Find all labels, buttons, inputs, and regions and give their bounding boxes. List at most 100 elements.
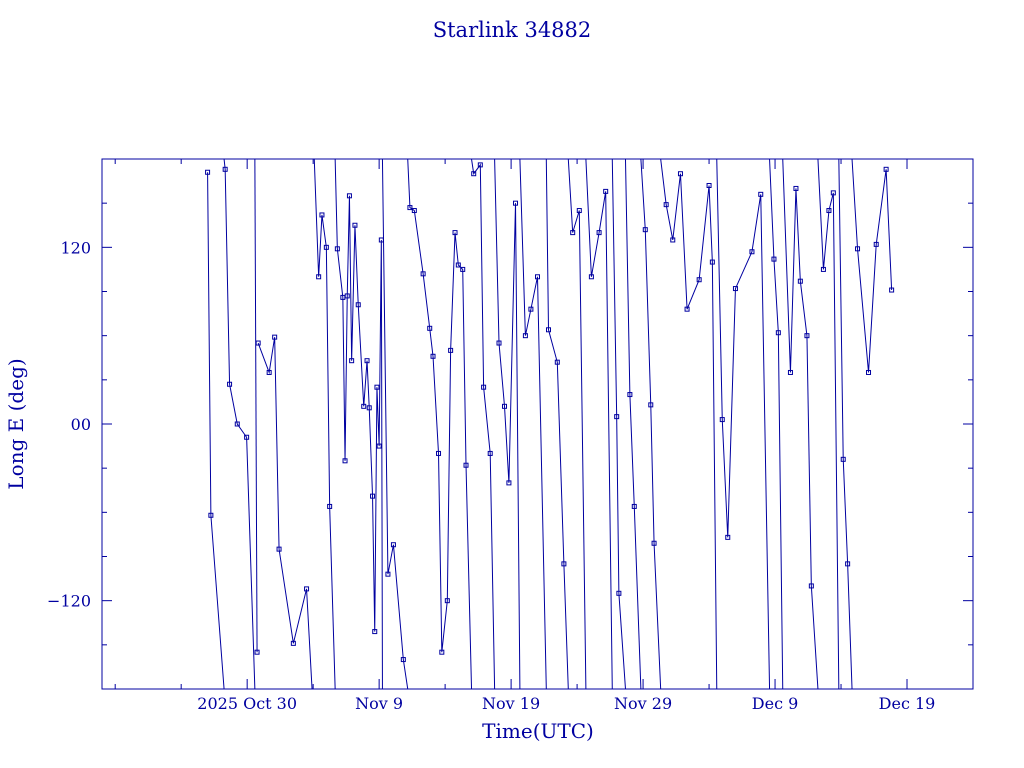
data-point bbox=[570, 230, 576, 236]
data-point bbox=[227, 381, 233, 387]
data-point bbox=[460, 266, 466, 272]
data-point bbox=[588, 274, 594, 280]
series-line-16 bbox=[640, 159, 662, 689]
data-point bbox=[603, 188, 609, 194]
series-line-23 bbox=[851, 159, 893, 373]
data-point bbox=[481, 384, 487, 390]
data-point bbox=[546, 327, 551, 333]
data-point bbox=[346, 193, 352, 199]
data-point bbox=[420, 271, 426, 277]
series-line-12 bbox=[567, 159, 587, 689]
data-point bbox=[554, 359, 560, 365]
data-point bbox=[255, 340, 261, 346]
data-point bbox=[651, 540, 657, 546]
data-point bbox=[561, 561, 567, 567]
data-point bbox=[855, 246, 861, 252]
data-point bbox=[808, 583, 814, 589]
data-point bbox=[234, 421, 240, 427]
data-point bbox=[376, 443, 382, 449]
series-line-11 bbox=[545, 159, 569, 689]
series-line-4 bbox=[313, 159, 336, 689]
data-point bbox=[576, 208, 582, 214]
data-point bbox=[725, 534, 731, 540]
data-point bbox=[797, 278, 803, 284]
data-point bbox=[385, 571, 391, 577]
data-point bbox=[430, 353, 436, 359]
data-point bbox=[319, 212, 325, 218]
data-point bbox=[254, 649, 260, 655]
data-point bbox=[272, 334, 278, 340]
data-point bbox=[364, 358, 370, 364]
x-tick-label: Nov 29 bbox=[614, 694, 672, 713]
data-point bbox=[528, 306, 534, 312]
y-tick-label: 00 bbox=[71, 415, 91, 434]
data-point bbox=[840, 456, 846, 462]
y-axis-label: Long E (deg) bbox=[4, 358, 28, 489]
data-point bbox=[616, 590, 622, 596]
data-point bbox=[463, 462, 469, 468]
data-point bbox=[732, 286, 738, 292]
data-point bbox=[370, 493, 376, 499]
data-point bbox=[596, 230, 602, 236]
data-point bbox=[663, 202, 669, 208]
y-tick-label: 120 bbox=[60, 238, 91, 257]
data-point bbox=[771, 256, 777, 262]
data-point bbox=[684, 306, 690, 312]
data-point bbox=[355, 302, 361, 308]
data-point bbox=[304, 586, 310, 592]
x-tick-label: Dec 9 bbox=[752, 694, 799, 713]
data-point bbox=[642, 227, 648, 233]
data-point bbox=[696, 277, 702, 283]
data-point bbox=[889, 287, 895, 293]
data-point bbox=[372, 629, 378, 635]
x-axis-label: Time(UTC) bbox=[482, 719, 594, 743]
series-layer bbox=[205, 159, 895, 689]
series-line-13 bbox=[585, 159, 613, 689]
series-line-5 bbox=[334, 159, 383, 689]
data-point bbox=[820, 266, 826, 272]
data-point bbox=[407, 205, 413, 211]
series-line-8 bbox=[471, 159, 496, 689]
data-point bbox=[670, 237, 676, 243]
data-point bbox=[535, 274, 540, 280]
data-point bbox=[487, 450, 493, 456]
data-point bbox=[452, 230, 458, 236]
data-point bbox=[830, 190, 836, 196]
data-point bbox=[477, 162, 483, 168]
data-point bbox=[344, 293, 350, 299]
data-point bbox=[758, 191, 764, 197]
ticks-layer: 2025 Oct 30 Nov 9 Nov 19 Nov 29 Dec 9 Dec 19 1… bbox=[47, 159, 974, 713]
series-line-14 bbox=[611, 159, 626, 689]
data-point bbox=[709, 259, 715, 265]
data-point bbox=[787, 369, 793, 375]
data-point bbox=[436, 450, 442, 456]
data-point bbox=[349, 358, 355, 364]
data-point bbox=[244, 434, 250, 440]
series-line-2 bbox=[254, 159, 258, 653]
x-tick-label: Nov 19 bbox=[482, 694, 540, 713]
data-point bbox=[522, 333, 528, 339]
data-point bbox=[706, 183, 712, 188]
data-point bbox=[677, 171, 683, 177]
data-point bbox=[205, 169, 211, 175]
data-point bbox=[866, 369, 872, 375]
data-point bbox=[361, 403, 367, 409]
data-point bbox=[496, 340, 502, 346]
data-point bbox=[506, 480, 512, 486]
data-point bbox=[352, 222, 358, 228]
data-point bbox=[873, 241, 879, 247]
data-point bbox=[276, 546, 282, 552]
data-point bbox=[334, 246, 340, 252]
x-tick-label: Nov 9 bbox=[355, 694, 403, 713]
data-point bbox=[290, 640, 296, 646]
chart-title: Starlink 34882 bbox=[433, 18, 592, 42]
data-point bbox=[316, 274, 322, 280]
series-line-17 bbox=[660, 159, 718, 689]
data-point bbox=[471, 171, 477, 177]
plot-clip-group bbox=[205, 159, 895, 689]
data-point bbox=[222, 166, 228, 172]
data-point bbox=[455, 262, 461, 268]
data-point bbox=[444, 598, 450, 604]
data-point bbox=[400, 657, 406, 663]
